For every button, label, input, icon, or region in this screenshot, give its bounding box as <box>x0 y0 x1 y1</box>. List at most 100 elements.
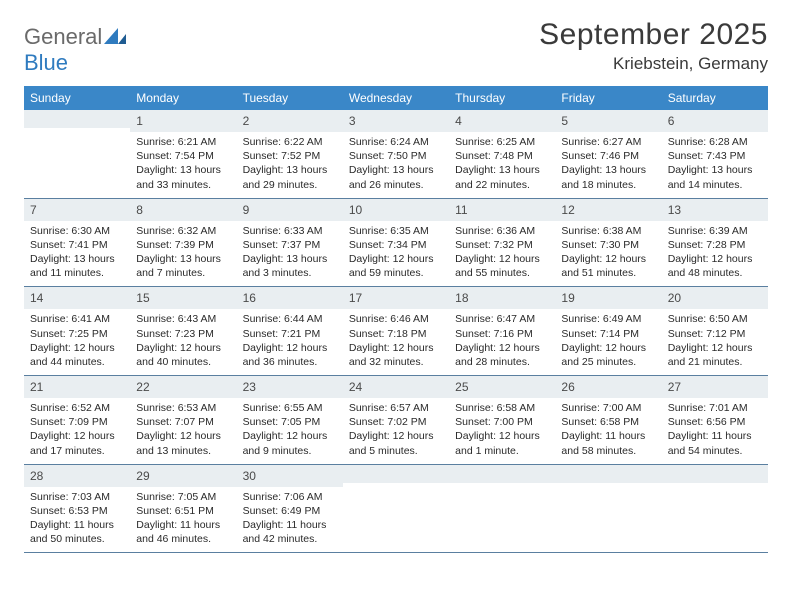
day-cell: 16Sunrise: 6:44 AMSunset: 7:21 PMDayligh… <box>237 287 343 375</box>
day-number: 28 <box>30 469 43 483</box>
sunrise-line: Sunrise: 6:58 AM <box>455 401 549 415</box>
daylight-line: Daylight: 13 hours and 22 minutes. <box>455 163 549 191</box>
day-cell: 24 Sunrise: 6:57 AMSunset: 7:02 PMDayligh… <box>343 376 449 464</box>
day-cell: 3Sunrise: 6:24 AMSunset: 7:50 PMDaylight… <box>343 110 449 198</box>
day-number: 9 <box>243 203 250 217</box>
day-number-row: 25 <box>449 376 555 398</box>
weekday-header: Thursday <box>449 86 555 110</box>
calendar-grid: SundayMondayTuesdayWednesdayThursdayFrid… <box>24 86 768 553</box>
daylight-line: Daylight: 13 hours and 7 minutes. <box>136 252 230 280</box>
sunset-line: Sunset: 7:39 PM <box>136 238 230 252</box>
day-cell: 27Sunrise: 7:01 AMSunset: 6:56 PMDayligh… <box>662 376 768 464</box>
day-number: 11 <box>455 203 467 217</box>
daylight-line: Daylight: 11 hours and 46 minutes. <box>136 518 230 546</box>
sunrise-line: Sunrise: 6:53 AM <box>136 401 230 415</box>
sunset-line: Sunset: 7:02 PM <box>349 415 443 429</box>
day-number-row: 20 <box>662 287 768 309</box>
day-cell: 22Sunrise: 6:53 AMSunset: 7:07 PMDayligh… <box>130 376 236 464</box>
day-number: 29 <box>136 469 149 483</box>
day-number: 22 <box>136 380 149 394</box>
day-cell: 28Sunrise: 7:03 AMSunset: 6:53 PMDayligh… <box>24 465 130 553</box>
day-number: 18 <box>455 291 468 305</box>
sunset-line: Sunset: 6:49 PM <box>243 504 337 518</box>
daylight-line: Daylight: 12 hours and 5 minutes. <box>349 429 443 457</box>
day-number: 8 <box>136 203 143 217</box>
day-cell: 1Sunrise: 6:21 AMSunset: 7:54 PMDaylight… <box>130 110 236 198</box>
sunset-line: Sunset: 7:48 PM <box>455 149 549 163</box>
day-number-row: 16 <box>237 287 343 309</box>
sunset-line: Sunset: 7:32 PM <box>455 238 549 252</box>
day-number: 30 <box>243 469 256 483</box>
day-cell: 5Sunrise: 6:27 AMSunset: 7:46 PMDaylight… <box>555 110 661 198</box>
day-number-row: 17 <box>343 287 449 309</box>
day-cell: 2Sunrise: 6:22 AMSunset: 7:52 PMDaylight… <box>237 110 343 198</box>
sunset-line: Sunset: 7:46 PM <box>561 149 655 163</box>
sunrise-line: Sunrise: 6:57 AM <box>349 401 443 415</box>
sunset-line: Sunset: 7:05 PM <box>243 415 337 429</box>
empty-day-cell <box>24 110 130 198</box>
day-number: 24 <box>349 380 362 394</box>
day-number-row: 11 <box>449 199 555 221</box>
sunrise-line: Sunrise: 6:30 AM <box>30 224 124 238</box>
week-row: 28Sunrise: 7:03 AMSunset: 6:53 PMDayligh… <box>24 465 768 554</box>
day-cell: 11Sunrise: 6:36 AMSunset: 7:32 PMDayligh… <box>449 199 555 287</box>
daylight-line: Daylight: 12 hours and 13 minutes. <box>136 429 230 457</box>
sunrise-line: Sunrise: 6:41 AM <box>30 312 124 326</box>
daylight-line: Daylight: 12 hours and 40 minutes. <box>136 341 230 369</box>
logo-word-2: Blue <box>24 50 68 75</box>
day-number-row: 21 <box>24 376 130 398</box>
day-cell: 23Sunrise: 6:55 AMSunset: 7:05 PMDayligh… <box>237 376 343 464</box>
sunrise-line: Sunrise: 6:55 AM <box>243 401 337 415</box>
daylight-line: Daylight: 12 hours and 44 minutes. <box>30 341 124 369</box>
day-number-row: 7 <box>24 199 130 221</box>
month-title: September 2025 <box>539 18 768 52</box>
sunset-line: Sunset: 7:41 PM <box>30 238 124 252</box>
empty-day-header <box>449 465 555 483</box>
sunrise-line: Sunrise: 6:21 AM <box>136 135 230 149</box>
daylight-line: Daylight: 12 hours and 36 minutes. <box>243 341 337 369</box>
day-cell: 19Sunrise: 6:49 AMSunset: 7:14 PMDayligh… <box>555 287 661 375</box>
day-number: 26 <box>561 380 574 394</box>
weekday-header: Sunday <box>24 86 130 110</box>
sunrise-line: Sunrise: 6:24 AM <box>349 135 443 149</box>
day-number: 3 <box>349 114 356 128</box>
empty-day-header <box>662 465 768 483</box>
day-number: 23 <box>243 380 256 394</box>
sunset-line: Sunset: 7:50 PM <box>349 149 443 163</box>
day-number-row: 4 <box>449 110 555 132</box>
daylight-line: Daylight: 11 hours and 54 minutes. <box>668 429 762 457</box>
sunset-line: Sunset: 7:14 PM <box>561 327 655 341</box>
week-row: 14Sunrise: 6:41 AMSunset: 7:25 PMDayligh… <box>24 287 768 376</box>
week-row: 1Sunrise: 6:21 AMSunset: 7:54 PMDaylight… <box>24 110 768 199</box>
day-number: 13 <box>668 203 681 217</box>
sunrise-line: Sunrise: 6:33 AM <box>243 224 337 238</box>
sunset-line: Sunset: 7:12 PM <box>668 327 762 341</box>
day-number-row: 14 <box>24 287 130 309</box>
day-number: 27 <box>668 380 681 394</box>
day-number: 25 <box>455 380 468 394</box>
empty-day-cell <box>343 465 449 553</box>
sunrise-line: Sunrise: 6:47 AM <box>455 312 549 326</box>
header-row: General Blue September 2025 Kriebstein, … <box>24 18 768 76</box>
sunset-line: Sunset: 7:37 PM <box>243 238 337 252</box>
day-number-row: 19 <box>555 287 661 309</box>
sunrise-line: Sunrise: 7:01 AM <box>668 401 762 415</box>
sunrise-line: Sunrise: 6:32 AM <box>136 224 230 238</box>
sunset-line: Sunset: 7:16 PM <box>455 327 549 341</box>
day-number-row: 30 <box>237 465 343 487</box>
empty-day-header <box>24 110 130 128</box>
sunset-line: Sunset: 7:28 PM <box>668 238 762 252</box>
day-number: 16 <box>243 291 256 305</box>
location: Kriebstein, Germany <box>539 54 768 74</box>
weekday-header-row: SundayMondayTuesdayWednesdayThursdayFrid… <box>24 86 768 110</box>
day-number-row: 10 <box>343 199 449 221</box>
sunrise-line: Sunrise: 6:39 AM <box>668 224 762 238</box>
day-cell: 26Sunrise: 7:00 AMSunset: 6:58 PMDayligh… <box>555 376 661 464</box>
sunset-line: Sunset: 6:51 PM <box>136 504 230 518</box>
sunset-line: Sunset: 6:58 PM <box>561 415 655 429</box>
empty-day-cell <box>662 465 768 553</box>
day-number: 15 <box>136 291 149 305</box>
day-cell: 17Sunrise: 6:46 AMSunset: 7:18 PMDayligh… <box>343 287 449 375</box>
day-number: 21 <box>30 380 43 394</box>
sunrise-line: Sunrise: 6:28 AM <box>668 135 762 149</box>
